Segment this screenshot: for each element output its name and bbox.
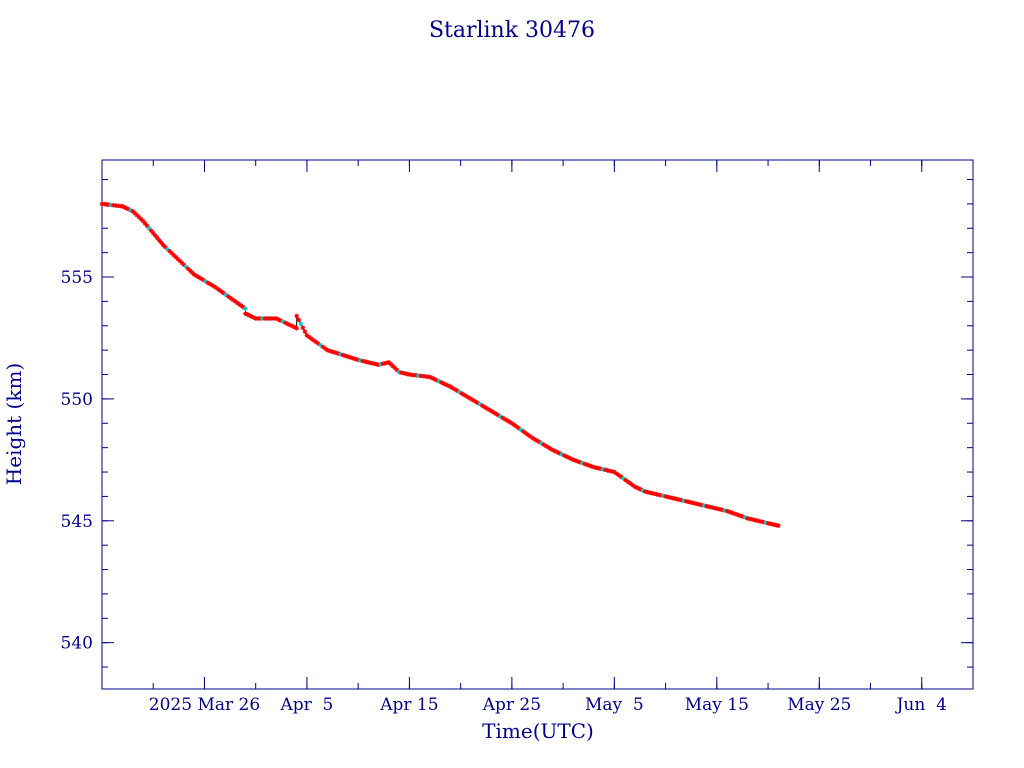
data-marker — [146, 225, 152, 231]
x-tick-label: Jun 4 — [895, 695, 947, 715]
x-tick-label: Apr 15 — [379, 695, 438, 715]
plot-frame — [101, 159, 974, 690]
y-axis-label: Height (km) — [2, 363, 26, 485]
chart-title: Starlink 30476 — [429, 18, 595, 43]
data-marker — [300, 325, 306, 331]
x-tick-label: 2025 Mar 26 — [149, 695, 260, 715]
data-layer — [99, 201, 781, 528]
data-marker — [138, 216, 144, 222]
data-marker — [294, 325, 299, 331]
x-tick-label: Apr 5 — [279, 695, 333, 715]
y-tick-label: 555 — [61, 268, 93, 288]
data-marker — [142, 221, 148, 226]
x-tick-label: Apr 25 — [482, 695, 541, 715]
x-tick-label: May 25 — [787, 695, 851, 715]
y-tick-labels: 540 545 550 555 — [61, 268, 93, 654]
data-marker — [466, 395, 471, 400]
series-line — [101, 203, 779, 527]
x-axis-label: Time(UTC) — [482, 719, 594, 743]
y-tick-label: 550 — [61, 390, 93, 410]
data-marker — [144, 223, 150, 229]
data-marker — [776, 523, 781, 528]
major-ticks — [102, 160, 973, 689]
data-marker — [511, 422, 517, 428]
y-tick-label: 545 — [61, 512, 93, 532]
x-tick-labels: 2025 Mar 26 Apr 5 Apr 15 Apr 25 May 5 May 15 M… — [149, 695, 947, 715]
x-tick-label: May 15 — [685, 695, 749, 715]
y-tick-label: 540 — [61, 634, 93, 654]
data-marker — [296, 317, 302, 323]
x-tick-label: May 5 — [585, 695, 644, 715]
data-marker — [294, 313, 299, 319]
data-marker — [298, 321, 304, 327]
data-marker — [302, 329, 308, 334]
data-marker — [155, 235, 160, 241]
minor-ticks — [101, 160, 974, 689]
data-marker — [243, 306, 248, 312]
